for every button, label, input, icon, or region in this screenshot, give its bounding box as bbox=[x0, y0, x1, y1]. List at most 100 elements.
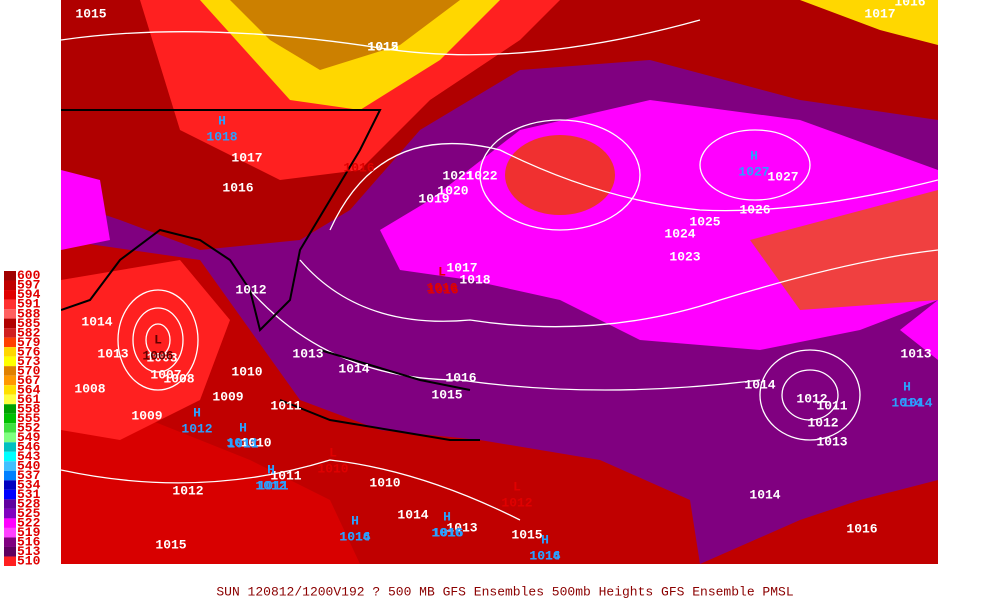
isobar-label: 1024 bbox=[664, 226, 695, 241]
legend-label: 534 bbox=[17, 478, 41, 493]
isobar-label: 1008 bbox=[74, 381, 105, 396]
center-value: 1006 bbox=[142, 348, 173, 363]
legend-label: 588 bbox=[17, 306, 41, 321]
legend-swatch bbox=[4, 366, 16, 376]
isobar-label: 1015 bbox=[367, 39, 398, 54]
isobar-label: 1013 bbox=[97, 346, 128, 361]
legend-swatch bbox=[4, 337, 16, 348]
center-symbol: H bbox=[267, 462, 275, 477]
isobar-label: 1013 bbox=[446, 520, 477, 535]
center-symbol: L bbox=[329, 445, 337, 460]
isobar-label: 1016 bbox=[894, 0, 925, 9]
isobar-label: 1014 bbox=[749, 487, 780, 502]
legend-label: 558 bbox=[17, 401, 41, 416]
isobar-label: 1010 bbox=[231, 364, 262, 379]
isobar-label: 1014 bbox=[901, 395, 932, 410]
isobar-label: 1014 bbox=[81, 314, 112, 329]
isobar-label: 1016 bbox=[445, 370, 476, 385]
legend-swatch bbox=[4, 394, 16, 405]
legend-swatch bbox=[4, 518, 16, 528]
isobar-label: 1013 bbox=[292, 346, 323, 361]
legend-swatch bbox=[4, 271, 16, 281]
legend-label: 543 bbox=[17, 449, 41, 464]
legend-swatch bbox=[4, 546, 16, 557]
legend-swatch bbox=[4, 299, 16, 310]
isobar-label: 1010 bbox=[240, 435, 271, 450]
isobar-label: 1007 bbox=[150, 367, 181, 382]
legend-label: 513 bbox=[17, 544, 41, 559]
isobar-label: 1014 bbox=[339, 529, 370, 544]
legend-label: 552 bbox=[17, 420, 41, 435]
legend-swatch bbox=[4, 432, 16, 443]
legend-label: 594 bbox=[17, 287, 41, 302]
legend-swatch bbox=[4, 423, 16, 433]
isobar-label: 1021 bbox=[442, 168, 473, 183]
legend-swatch bbox=[4, 556, 16, 566]
isobar-label: 1012 bbox=[172, 483, 203, 498]
isobar-label: 1014 bbox=[397, 507, 428, 522]
isobar-label: 1014 bbox=[338, 361, 369, 376]
center-value: 1016 bbox=[339, 529, 370, 544]
center-value: 1016 bbox=[426, 280, 457, 295]
legend-label: 597 bbox=[17, 278, 40, 293]
isobar-label: 1011 bbox=[270, 398, 301, 413]
legend-label: 531 bbox=[17, 487, 41, 502]
legend-swatch bbox=[4, 489, 16, 500]
legend-swatch bbox=[4, 508, 16, 519]
center-symbol: L bbox=[513, 479, 521, 494]
legend-swatch bbox=[4, 280, 16, 291]
legend-swatch bbox=[4, 480, 16, 490]
isobar-label: 1015 bbox=[155, 537, 186, 552]
legend-swatch bbox=[4, 385, 16, 395]
center-symbol: H bbox=[351, 513, 359, 528]
legend-label: 546 bbox=[17, 439, 41, 454]
isobar-label: 1017 bbox=[446, 260, 477, 275]
legend-label: 516 bbox=[17, 535, 41, 550]
legend-label: 585 bbox=[17, 316, 41, 331]
center-value: 1018 bbox=[206, 129, 237, 144]
isobar-label: 1015 bbox=[75, 6, 106, 21]
legend-label: 537 bbox=[17, 468, 40, 483]
legend-label: 573 bbox=[17, 354, 41, 369]
isobar-label: 1027 bbox=[767, 169, 798, 184]
isobar-label: 1009 bbox=[212, 389, 243, 404]
center-value: 1012 bbox=[255, 478, 286, 493]
isobar-label: 1013 bbox=[816, 434, 847, 449]
center-value: 1016 bbox=[431, 525, 462, 540]
height-fill bbox=[61, 0, 938, 564]
legend-label: 549 bbox=[17, 430, 41, 445]
legend-label: 510 bbox=[17, 554, 41, 569]
legend-label: 528 bbox=[17, 497, 41, 512]
isobar-label: 1015 bbox=[511, 527, 542, 542]
isobar-label: 1012 bbox=[235, 282, 266, 297]
center-value: 1014 bbox=[529, 548, 560, 563]
center-symbol: H bbox=[443, 509, 451, 524]
isobar-label: 1016 bbox=[846, 521, 877, 536]
center-symbol: L bbox=[438, 264, 446, 279]
legend-label: 600 bbox=[17, 268, 41, 283]
isobar-label: 1016 bbox=[529, 548, 560, 563]
isobar-label: 1010 bbox=[369, 475, 400, 490]
isobar-label: 1017 bbox=[231, 150, 262, 165]
isobar-label: 1012 bbox=[367, 39, 398, 54]
legend-label: 567 bbox=[17, 373, 40, 388]
legend-label: 570 bbox=[17, 363, 41, 378]
center-value: 1027 bbox=[738, 164, 769, 179]
legend-swatch bbox=[4, 413, 16, 424]
legend-swatch bbox=[4, 537, 16, 547]
center-value: 1012 bbox=[181, 421, 212, 436]
center-symbol: H bbox=[541, 532, 549, 547]
legend-label: 564 bbox=[17, 382, 41, 397]
isobar-label: 1016 bbox=[432, 525, 463, 540]
center-value: 1011 bbox=[227, 436, 258, 451]
isobar-label: 1019 bbox=[418, 191, 449, 206]
legend-label: 519 bbox=[17, 525, 41, 540]
caption: SUN 120812/1200V192 ? 500 MB GFS Ensembl… bbox=[216, 584, 793, 599]
legend-swatch bbox=[4, 451, 16, 462]
isobar-label: 1008 bbox=[146, 350, 177, 365]
legend-swatch bbox=[4, 347, 16, 357]
isobar-label: 1011 bbox=[270, 468, 301, 483]
isobar-label: 1011 bbox=[816, 398, 847, 413]
isobar-label: 1015 bbox=[431, 387, 462, 402]
